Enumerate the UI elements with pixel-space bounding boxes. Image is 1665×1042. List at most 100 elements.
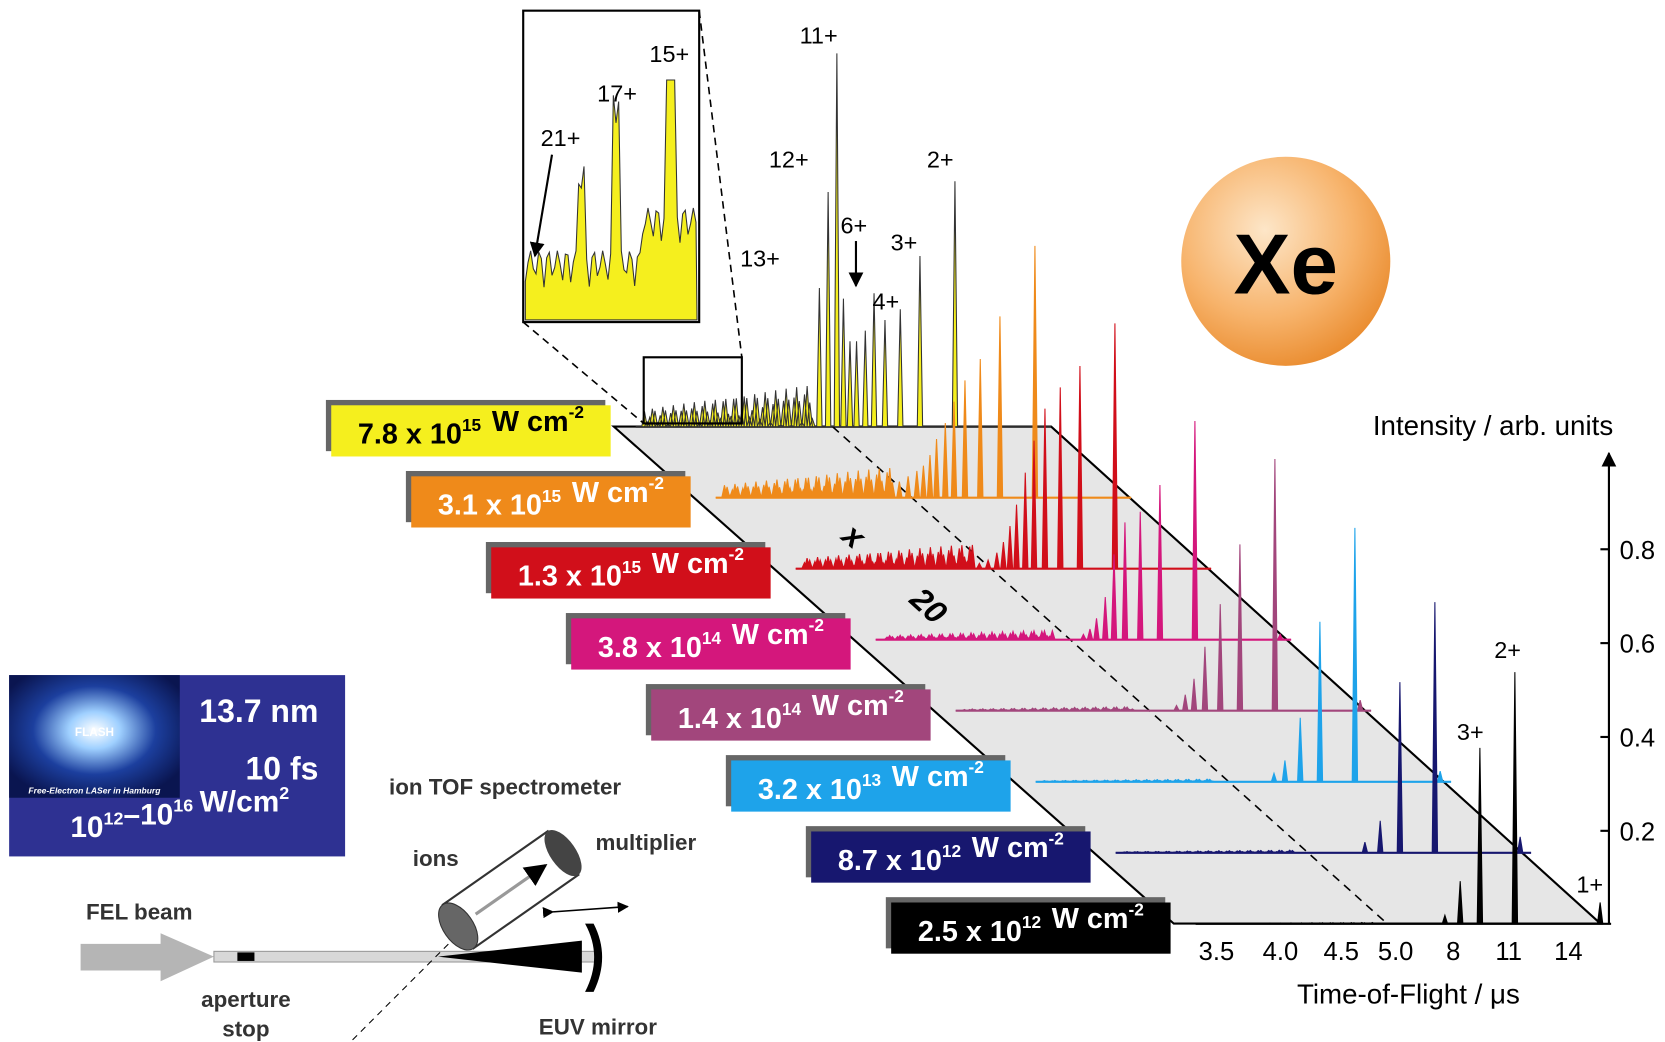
superscript: -2 — [809, 615, 824, 635]
x-tick-label: 4.0 — [1263, 938, 1299, 966]
text-part: W cm — [972, 832, 1049, 864]
superscript: -2 — [1129, 899, 1144, 919]
focus — [437, 940, 582, 973]
peak-label: 13+ — [740, 246, 780, 272]
x-tick-label: 14 — [1554, 938, 1582, 966]
setup-label: ion TOF spectrometer — [389, 775, 621, 800]
logo-text: FLASH — [75, 726, 114, 739]
mirror — [585, 923, 603, 992]
intensity-labels: 7.8 x 1015 W cm-23.1 x 1015 W cm-21.3 x 10… — [325, 399, 1171, 954]
text-part: W cm — [812, 690, 889, 722]
x-tick-label: 3.5 — [1199, 938, 1235, 966]
inset-label: 21+ — [541, 125, 581, 151]
spectrum — [1115, 602, 1532, 854]
inset-label: 15+ — [649, 41, 689, 67]
text-part: W cm — [892, 761, 969, 793]
spectrum — [715, 245, 1132, 499]
text-part: W cm — [492, 406, 569, 438]
superscript: 2 — [279, 783, 289, 803]
x-tick-label: 11 — [1495, 938, 1522, 966]
superscript: 12 — [1022, 912, 1041, 932]
spectrum — [1035, 527, 1452, 783]
intensity-label: 7.8 x 1015 W cm-2 — [358, 402, 584, 451]
text-part: W cm — [652, 548, 729, 580]
peak-label: 3+ — [1457, 719, 1484, 745]
flash-logo — [9, 675, 180, 798]
intensity-label: 2.5 x 1012 W cm-2 — [918, 899, 1144, 948]
spectrum — [1195, 672, 1612, 925]
superscript: 14 — [782, 699, 802, 719]
setup-label: ions — [413, 846, 459, 871]
text-part: W cm — [732, 619, 809, 651]
superscript: -2 — [1049, 828, 1064, 848]
label-box — [811, 831, 1091, 883]
peak-label: 4+ — [872, 288, 899, 314]
spectrum — [955, 459, 1372, 712]
text-part: 8.7 x 10 — [838, 845, 942, 877]
spectrum — [875, 421, 1292, 641]
intensity-label: 1.3 x 1015 W cm-2 — [518, 544, 744, 593]
text-part: 7.8 x 10 — [358, 419, 462, 451]
setup-label: stop — [222, 1017, 269, 1042]
logo-caption: Free-Electron LASer in Hamburg — [28, 785, 161, 795]
text-part: 2.5 x 10 — [918, 916, 1022, 948]
intensity-label: 8.7 x 1012 W cm-2 — [838, 828, 1064, 877]
text-part: 10 — [140, 798, 173, 831]
spectrum — [795, 323, 1212, 570]
zoom-line — [698, 10, 743, 358]
y-ticks: 0.2 0.4 0.6 0.8 — [1600, 537, 1656, 846]
setup-label: FEL beam — [86, 899, 193, 924]
wavelength: 13.7 nm — [199, 693, 318, 729]
y-tick-label: 0.6 — [1620, 631, 1656, 659]
inset-spectrum — [524, 79, 698, 321]
superscript: -2 — [969, 757, 984, 777]
plane-dash — [831, 426, 1388, 925]
label-box — [891, 902, 1171, 954]
x-tick-label: 8 — [1446, 938, 1460, 966]
intensity-range: 1012–1016 W/cm2 — [70, 783, 289, 844]
text-part: W cm — [572, 477, 649, 509]
label-box — [491, 547, 771, 599]
plane — [611, 425, 1604, 925]
superscript: -2 — [649, 473, 664, 493]
superscript: 15 — [542, 486, 562, 506]
text-part: W/cm — [200, 786, 280, 819]
x-tick-label: 5.0 — [1378, 938, 1414, 966]
setup-label: aperture — [201, 987, 291, 1012]
y-tick-label: 0.8 — [1620, 537, 1656, 565]
peak-label: 2+ — [927, 146, 954, 172]
label-box — [331, 405, 611, 457]
inset-label: 17+ — [597, 80, 637, 106]
text-part: 3.1 x 10 — [438, 490, 542, 522]
y-tick-label: 0.2 — [1620, 818, 1656, 846]
setup-label: EUV mirror — [539, 1015, 657, 1040]
peak-label: 2+ — [1494, 637, 1521, 663]
superscript: -2 — [569, 402, 584, 422]
peak-label: 6+ — [840, 213, 867, 239]
text-part: 3.8 x 10 — [598, 632, 702, 664]
zoom-line — [522, 321, 645, 425]
spectrometer — [438, 829, 582, 951]
text-part: 1.4 x 10 — [678, 703, 782, 735]
move-arrow — [542, 901, 629, 919]
text-part: 3.2 x 10 — [758, 774, 862, 806]
superscript: -2 — [729, 544, 744, 564]
label-box — [571, 618, 851, 670]
peak-label: 11+ — [800, 23, 838, 49]
text-part: 1.3 x 10 — [518, 561, 622, 593]
y-tick-label: 0.4 — [1620, 725, 1656, 753]
text-part: 10 — [70, 811, 103, 844]
superscript: 16 — [173, 796, 193, 816]
superscript: -2 — [889, 686, 904, 706]
peak-label: 12+ — [769, 146, 809, 172]
peak-label: 1+ — [1576, 872, 1603, 898]
axis-title: Intensity / arb. units — [1373, 410, 1613, 441]
ion-path — [474, 863, 548, 916]
superscript: 15 — [622, 557, 642, 577]
superscript: 15 — [462, 415, 482, 435]
axis-title: Time-of-Flight / μs — [1297, 979, 1520, 1010]
peak-label: 3+ — [891, 230, 918, 256]
text-part: W cm — [1052, 903, 1129, 935]
intensity-label: 3.8 x 1014 W cm-2 — [598, 615, 824, 664]
intensity-label: 3.1 x 1015 W cm-2 — [438, 473, 664, 522]
